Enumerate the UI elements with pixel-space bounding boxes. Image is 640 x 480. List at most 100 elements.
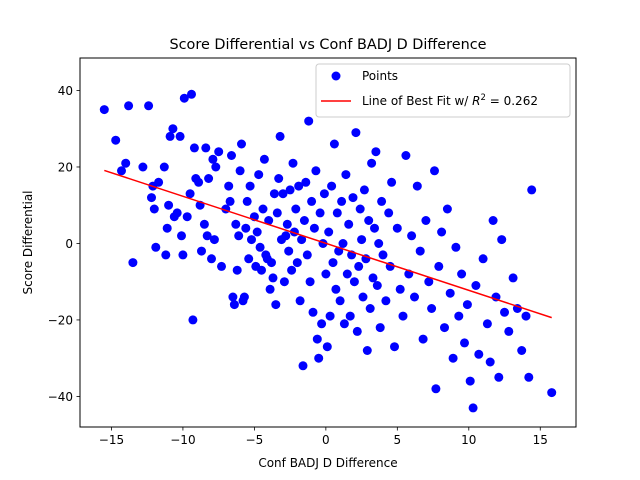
data-point [244,254,254,264]
data-point [348,193,358,203]
data-point [488,216,498,225]
data-point [319,189,329,199]
data-point [325,311,335,321]
data-point [188,315,198,325]
data-point [224,181,234,191]
points-layer [99,89,557,413]
data-point [317,319,327,329]
data-point [182,212,192,222]
data-point [362,346,372,355]
data-point [278,189,288,199]
data-point [371,147,381,157]
data-point [368,273,378,283]
data-point [237,139,246,149]
data-point [175,131,185,141]
data-point [390,342,399,352]
data-point [418,334,428,344]
data-point [217,261,226,271]
data-point [440,323,449,333]
data-point [401,151,411,160]
data-point [547,388,557,398]
data-point [338,239,348,248]
data-point [460,338,469,348]
data-point [242,196,252,206]
data-point [269,189,279,199]
data-point [209,235,219,245]
data-point [149,204,159,214]
data-point [345,311,355,321]
data-point [482,319,492,329]
data-point [124,101,134,111]
legend-fit-label: Line of Best Fit w/ R2 = 0.262 [362,93,538,108]
x-tick-label: 0 [322,433,330,447]
data-point [241,223,251,233]
data-point [162,223,172,233]
data-point [298,361,308,371]
data-point [257,265,266,275]
data-point [304,116,314,126]
data-point [478,254,488,264]
data-point [138,162,148,172]
data-point [341,170,351,180]
data-point [292,258,302,268]
x-axis: −15 −10 −5 0 5 10 15 [99,427,548,447]
data-point [267,258,276,268]
data-point [354,261,364,271]
data-point [395,284,405,294]
data-point [202,231,212,241]
data-point [299,216,309,225]
data-point [185,189,195,199]
data-point [497,235,507,245]
data-point [331,284,341,294]
data-point [164,200,174,210]
data-point [235,166,245,176]
data-point [335,296,345,306]
data-point [437,227,447,237]
data-point [378,250,388,260]
data-point [527,185,537,195]
data-point [384,208,394,218]
data-point [189,143,199,153]
fit-line-layer [104,169,552,319]
data-point [358,292,368,302]
data-point [254,170,264,180]
data-point [227,151,236,160]
data-point [204,174,214,183]
data-point [214,147,224,157]
data-point [291,204,301,214]
data-point [357,235,367,245]
data-point [121,158,131,168]
data-point [177,231,186,241]
data-point [194,177,204,187]
data-point [288,158,298,168]
data-point [309,223,319,233]
data-point [239,292,249,302]
data-point [457,269,467,279]
data-point [328,258,338,268]
data-point [351,128,361,138]
y-tick-label: 20 [58,160,73,174]
best-fit-line [104,169,552,319]
y-tick-label: −40 [48,390,73,404]
data-point [201,143,211,153]
data-point [178,250,188,260]
data-point [462,300,472,310]
legend-points-marker [331,71,341,81]
data-point [322,342,332,352]
data-point [275,131,285,141]
x-tick-label: 10 [461,433,476,447]
data-point [465,376,475,386]
data-point [231,219,241,229]
data-point [268,273,278,283]
data-point [295,296,305,306]
data-point [474,349,484,359]
data-point [344,219,354,229]
x-tick-label: −10 [170,433,195,447]
data-point [381,296,391,306]
data-point [504,326,514,336]
data-point [342,269,352,279]
data-point [287,265,297,275]
data-point [311,166,321,176]
data-point [508,273,518,283]
